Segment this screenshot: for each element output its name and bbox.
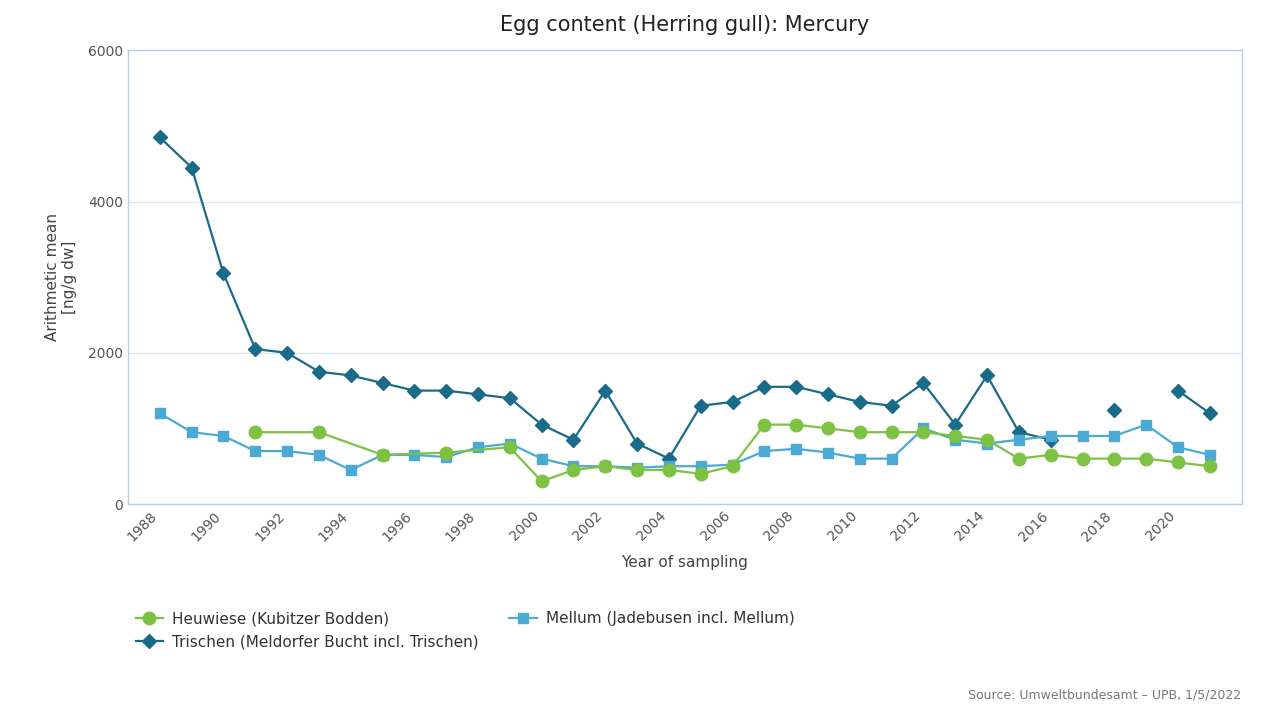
Mellum (Jadebusen incl. Mellum) [1138, 420, 1153, 429]
Heuwiese (Kubitzer Bodden) [692, 469, 708, 478]
Mellum (Jadebusen incl. Mellum) [947, 436, 963, 444]
Trischen (Meldorfer Bucht incl. Trischen) [820, 390, 836, 399]
Heuwiese (Kubitzer Bodden) [979, 436, 995, 444]
Trischen (Meldorfer Bucht incl. Trischen) [375, 379, 390, 387]
Trischen (Meldorfer Bucht incl. Trischen) [884, 402, 900, 410]
Trischen (Meldorfer Bucht incl. Trischen) [311, 367, 326, 376]
Trischen (Meldorfer Bucht incl. Trischen) [566, 436, 581, 444]
Heuwiese (Kubitzer Bodden) [756, 420, 772, 429]
Heuwiese (Kubitzer Bodden) [247, 428, 262, 436]
Heuwiese (Kubitzer Bodden) [1075, 454, 1091, 463]
Heuwiese (Kubitzer Bodden) [788, 420, 804, 429]
Trischen (Meldorfer Bucht incl. Trischen) [915, 379, 931, 387]
Heuwiese (Kubitzer Bodden) [1107, 454, 1123, 463]
X-axis label: Year of sampling: Year of sampling [621, 555, 749, 570]
Heuwiese (Kubitzer Bodden) [820, 424, 836, 433]
Heuwiese (Kubitzer Bodden) [947, 432, 963, 441]
Mellum (Jadebusen incl. Mellum) [534, 454, 549, 463]
Mellum (Jadebusen incl. Mellum) [502, 439, 517, 448]
Heuwiese (Kubitzer Bodden) [1138, 454, 1153, 463]
Mellum (Jadebusen incl. Mellum) [279, 446, 294, 456]
Heuwiese (Kubitzer Bodden) [598, 462, 613, 471]
Mellum (Jadebusen incl. Mellum) [311, 451, 326, 459]
Text: Source: Umweltbundesamt – UPB, 1/5/2022: Source: Umweltbundesamt – UPB, 1/5/2022 [969, 689, 1242, 702]
Mellum (Jadebusen incl. Mellum) [630, 464, 645, 472]
Trischen (Meldorfer Bucht incl. Trischen) [534, 420, 549, 429]
Line: Heuwiese (Kubitzer Bodden): Heuwiese (Kubitzer Bodden) [250, 418, 1216, 487]
Trischen (Meldorfer Bucht incl. Trischen) [502, 394, 517, 402]
Mellum (Jadebusen incl. Mellum) [184, 428, 200, 436]
Mellum (Jadebusen incl. Mellum) [979, 439, 995, 448]
Trischen (Meldorfer Bucht incl. Trischen) [439, 386, 454, 395]
Trischen (Meldorfer Bucht incl. Trischen) [979, 372, 995, 380]
Heuwiese (Kubitzer Bodden) [1202, 462, 1217, 471]
Trischen (Meldorfer Bucht incl. Trischen) [788, 382, 804, 391]
Mellum (Jadebusen incl. Mellum) [566, 462, 581, 471]
Trischen (Meldorfer Bucht incl. Trischen) [756, 382, 772, 391]
Mellum (Jadebusen incl. Mellum) [343, 466, 358, 474]
Trischen (Meldorfer Bucht incl. Trischen) [470, 390, 485, 399]
Mellum (Jadebusen incl. Mellum) [884, 454, 900, 463]
Trischen (Meldorfer Bucht incl. Trischen) [662, 454, 677, 463]
Heuwiese (Kubitzer Bodden) [852, 428, 868, 436]
Mellum (Jadebusen incl. Mellum) [152, 409, 168, 418]
Y-axis label: Arithmetic mean
[ng/g dw]: Arithmetic mean [ng/g dw] [45, 213, 77, 341]
Heuwiese (Kubitzer Bodden) [1170, 458, 1185, 467]
Trischen (Meldorfer Bucht incl. Trischen) [247, 345, 262, 354]
Heuwiese (Kubitzer Bodden) [724, 462, 740, 471]
Trischen (Meldorfer Bucht incl. Trischen) [407, 386, 422, 395]
Line: Trischen (Meldorfer Bucht incl. Trischen): Trischen (Meldorfer Bucht incl. Trischen… [155, 132, 1056, 464]
Mellum (Jadebusen incl. Mellum) [788, 444, 804, 453]
Mellum (Jadebusen incl. Mellum) [1202, 451, 1217, 459]
Line: Mellum (Jadebusen incl. Mellum): Mellum (Jadebusen incl. Mellum) [155, 408, 1215, 475]
Trischen (Meldorfer Bucht incl. Trischen) [630, 439, 645, 448]
Trischen (Meldorfer Bucht incl. Trischen) [598, 386, 613, 395]
Heuwiese (Kubitzer Bodden) [375, 451, 390, 459]
Trischen (Meldorfer Bucht incl. Trischen) [692, 402, 708, 410]
Mellum (Jadebusen incl. Mellum) [247, 446, 262, 456]
Trischen (Meldorfer Bucht incl. Trischen) [947, 420, 963, 429]
Mellum (Jadebusen incl. Mellum) [1107, 432, 1123, 441]
Mellum (Jadebusen incl. Mellum) [439, 453, 454, 462]
Heuwiese (Kubitzer Bodden) [1043, 451, 1059, 459]
Heuwiese (Kubitzer Bodden) [502, 443, 517, 451]
Heuwiese (Kubitzer Bodden) [566, 466, 581, 474]
Mellum (Jadebusen incl. Mellum) [407, 451, 422, 459]
Mellum (Jadebusen incl. Mellum) [375, 451, 390, 459]
Mellum (Jadebusen incl. Mellum) [724, 460, 740, 469]
Mellum (Jadebusen incl. Mellum) [692, 462, 708, 471]
Trischen (Meldorfer Bucht incl. Trischen) [343, 372, 358, 380]
Mellum (Jadebusen incl. Mellum) [1011, 436, 1027, 444]
Mellum (Jadebusen incl. Mellum) [1043, 432, 1059, 441]
Trischen (Meldorfer Bucht incl. Trischen) [152, 133, 168, 142]
Legend: Heuwiese (Kubitzer Bodden), Trischen (Meldorfer Bucht incl. Trischen), Mellum (J: Heuwiese (Kubitzer Bodden), Trischen (Me… [136, 611, 795, 649]
Mellum (Jadebusen incl. Mellum) [915, 424, 931, 433]
Trischen (Meldorfer Bucht incl. Trischen) [184, 163, 200, 172]
Mellum (Jadebusen incl. Mellum) [662, 462, 677, 471]
Heuwiese (Kubitzer Bodden) [662, 466, 677, 474]
Heuwiese (Kubitzer Bodden) [1011, 454, 1027, 463]
Mellum (Jadebusen incl. Mellum) [820, 449, 836, 457]
Mellum (Jadebusen incl. Mellum) [1075, 432, 1091, 441]
Mellum (Jadebusen incl. Mellum) [598, 462, 613, 471]
Mellum (Jadebusen incl. Mellum) [1170, 443, 1185, 451]
Mellum (Jadebusen incl. Mellum) [216, 432, 232, 441]
Trischen (Meldorfer Bucht incl. Trischen) [1043, 436, 1059, 444]
Heuwiese (Kubitzer Bodden) [630, 466, 645, 474]
Title: Egg content (Herring gull): Mercury: Egg content (Herring gull): Mercury [500, 15, 869, 35]
Mellum (Jadebusen incl. Mellum) [470, 443, 485, 451]
Heuwiese (Kubitzer Bodden) [915, 428, 931, 436]
Heuwiese (Kubitzer Bodden) [884, 428, 900, 436]
Trischen (Meldorfer Bucht incl. Trischen) [724, 397, 740, 406]
Trischen (Meldorfer Bucht incl. Trischen) [852, 397, 868, 406]
Trischen (Meldorfer Bucht incl. Trischen) [1011, 428, 1027, 436]
Trischen (Meldorfer Bucht incl. Trischen) [216, 269, 232, 278]
Mellum (Jadebusen incl. Mellum) [852, 454, 868, 463]
Trischen (Meldorfer Bucht incl. Trischen) [279, 348, 294, 357]
Heuwiese (Kubitzer Bodden) [439, 449, 454, 457]
Mellum (Jadebusen incl. Mellum) [756, 446, 772, 456]
Heuwiese (Kubitzer Bodden) [534, 477, 549, 486]
Heuwiese (Kubitzer Bodden) [311, 428, 326, 436]
